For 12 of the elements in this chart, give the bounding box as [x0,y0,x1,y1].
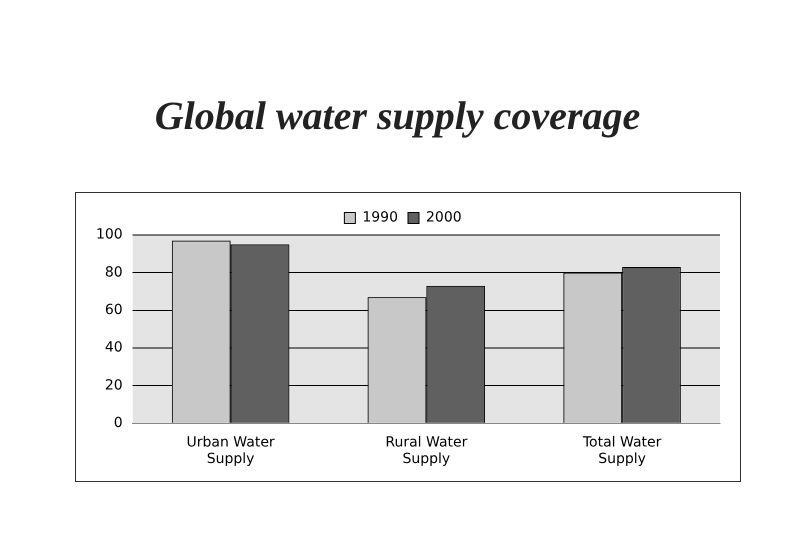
x-tick-label: Urban Water Supply [186,434,275,468]
y-tick-label: 40 [104,340,123,356]
x-tick-label: Rural Water Supply [385,434,468,468]
legend-label: 1990 [362,210,398,226]
y-tick-label: 20 [104,377,123,394]
y-tick-label: 80 [104,264,123,280]
y-tick-label: 0 [114,415,123,432]
y-tick-label: 60 [104,302,123,318]
x-tick-label: Total Water Supply [582,434,662,468]
y-tick-label: 100 [96,226,123,243]
chart-title: Global water supply coverage [154,92,642,139]
legend-label: 2000 [426,210,462,226]
